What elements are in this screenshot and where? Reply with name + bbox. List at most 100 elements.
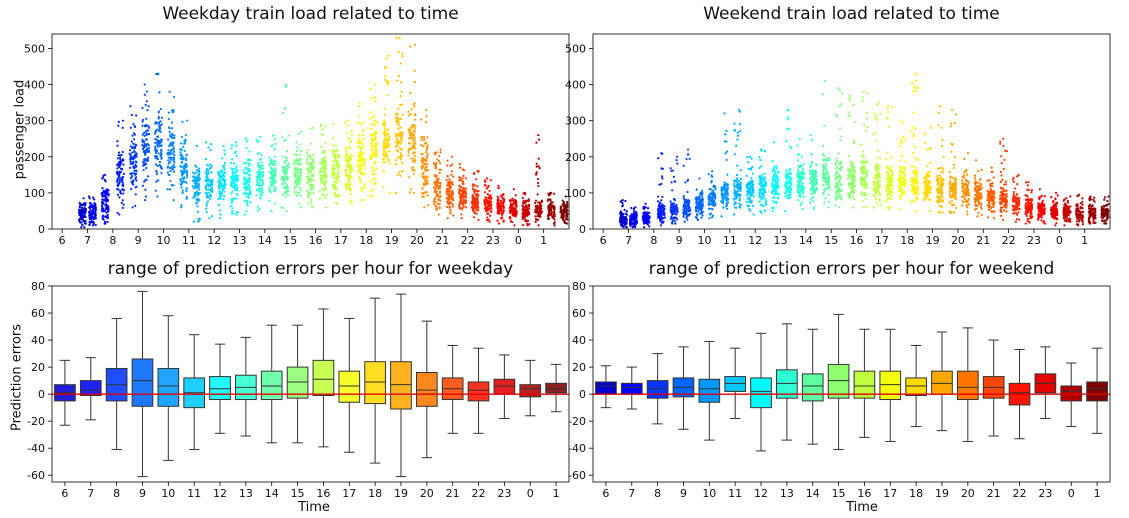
load-weekend-point bbox=[797, 171, 799, 173]
load-weekday-point bbox=[435, 151, 437, 153]
load-weekday-point bbox=[244, 192, 246, 194]
load-weekday-point bbox=[371, 166, 373, 168]
load-weekend-point bbox=[633, 210, 635, 212]
load-weekend-point bbox=[778, 193, 780, 195]
load-weekday-point bbox=[300, 158, 302, 160]
load-weekday-point bbox=[502, 204, 504, 206]
load-weekday-point bbox=[299, 154, 301, 156]
load-weekday-point bbox=[78, 218, 80, 220]
load-weekday-point bbox=[122, 164, 124, 166]
load-weekday-point bbox=[231, 210, 233, 212]
load-weekend-point bbox=[711, 208, 713, 210]
load-weekday-point bbox=[348, 179, 350, 181]
load-weekday-point bbox=[541, 201, 543, 203]
load-weekday-point bbox=[295, 160, 297, 162]
load-weekday-point bbox=[497, 185, 499, 187]
load-weekday-point bbox=[194, 195, 196, 197]
load-weekday-point bbox=[325, 157, 327, 159]
load-weekday-point bbox=[205, 207, 207, 209]
load-weekend-point bbox=[724, 140, 726, 142]
load-weekday-point bbox=[325, 165, 327, 167]
load-weekday-point bbox=[400, 126, 402, 128]
load-weekday-point bbox=[446, 179, 448, 181]
load-weekend-point bbox=[709, 208, 711, 210]
load-weekday-xtick-label: 21 bbox=[435, 234, 449, 247]
load-weekday-point bbox=[160, 139, 162, 141]
load-weekday-point bbox=[311, 164, 313, 166]
load-weekday-point bbox=[282, 207, 284, 209]
load-weekend-point bbox=[645, 222, 647, 224]
load-weekday-point bbox=[412, 135, 414, 137]
load-weekday-point bbox=[118, 164, 120, 166]
load-weekend-point bbox=[645, 206, 647, 208]
load-weekend-point bbox=[761, 174, 763, 176]
load-weekday-point bbox=[123, 173, 125, 175]
load-weekday-point bbox=[295, 177, 297, 179]
load-weekday-point bbox=[487, 193, 489, 195]
load-weekend-point bbox=[787, 109, 789, 111]
load-weekend-point bbox=[802, 172, 804, 174]
load-weekday-point bbox=[515, 213, 517, 215]
load-weekday-point bbox=[488, 190, 490, 192]
load-weekday-point bbox=[307, 202, 309, 204]
load-weekday-point bbox=[300, 178, 302, 180]
load-weekend-point bbox=[621, 225, 623, 227]
load-weekday-point bbox=[449, 184, 451, 186]
load-weekend-point bbox=[643, 208, 645, 210]
load-weekday-point bbox=[269, 166, 271, 168]
load-weekday-point bbox=[387, 133, 389, 135]
load-weekday-point bbox=[399, 157, 401, 159]
load-weekday-point bbox=[500, 217, 502, 219]
load-weekday-point bbox=[426, 163, 428, 165]
load-weekend-point bbox=[773, 201, 775, 203]
load-weekday-point bbox=[426, 156, 428, 158]
load-weekday-point bbox=[210, 171, 212, 173]
load-weekday-point bbox=[143, 162, 145, 164]
load-weekend-point bbox=[784, 210, 786, 212]
load-weekday-point bbox=[333, 174, 335, 176]
load-weekend-point bbox=[702, 205, 704, 207]
load-weekday-point bbox=[422, 192, 424, 194]
load-weekday-point bbox=[186, 196, 188, 198]
load-weekend-point bbox=[764, 209, 766, 211]
load-weekday-point bbox=[186, 154, 188, 156]
load-weekend-point bbox=[752, 172, 754, 174]
load-weekday-point bbox=[413, 173, 415, 175]
load-weekday-point bbox=[249, 201, 251, 203]
load-weekday-point bbox=[159, 161, 161, 163]
load-weekend-point bbox=[630, 223, 632, 225]
load-weekday-point bbox=[307, 149, 309, 151]
load-weekend-point bbox=[698, 209, 700, 211]
load-weekend-point bbox=[762, 197, 764, 199]
load-weekday-point bbox=[358, 116, 360, 118]
load-weekend-point bbox=[811, 139, 813, 141]
load-weekday-point bbox=[81, 204, 83, 206]
load-weekday-point bbox=[459, 166, 461, 168]
load-weekday-point bbox=[538, 213, 540, 215]
load-weekday-point bbox=[237, 174, 239, 176]
load-weekday-point bbox=[169, 136, 171, 138]
load-weekday-point bbox=[427, 144, 429, 146]
load-weekday-point bbox=[384, 147, 386, 149]
load-weekday-point bbox=[321, 187, 323, 189]
load-weekday-point bbox=[197, 200, 199, 202]
load-weekday-point bbox=[313, 179, 315, 181]
load-weekday-point bbox=[281, 156, 283, 158]
load-weekday-point bbox=[144, 154, 146, 156]
load-weekday-point bbox=[260, 175, 262, 177]
load-weekday-point bbox=[172, 137, 174, 139]
load-weekday-point bbox=[477, 209, 479, 211]
load-weekday-point bbox=[261, 187, 263, 189]
load-weekday-point bbox=[439, 183, 441, 185]
load-weekday-point bbox=[235, 183, 237, 185]
load-weekday-point bbox=[297, 175, 299, 177]
load-weekend-point bbox=[733, 203, 735, 205]
load-weekday-point bbox=[257, 162, 259, 164]
load-weekday-point bbox=[484, 181, 486, 183]
load-weekday-point bbox=[118, 178, 120, 180]
load-weekend-point bbox=[747, 184, 749, 186]
load-weekday-point bbox=[360, 169, 362, 171]
load-weekend-point bbox=[661, 177, 663, 179]
load-weekday-point bbox=[144, 199, 146, 201]
load-weekday-point bbox=[420, 144, 422, 146]
